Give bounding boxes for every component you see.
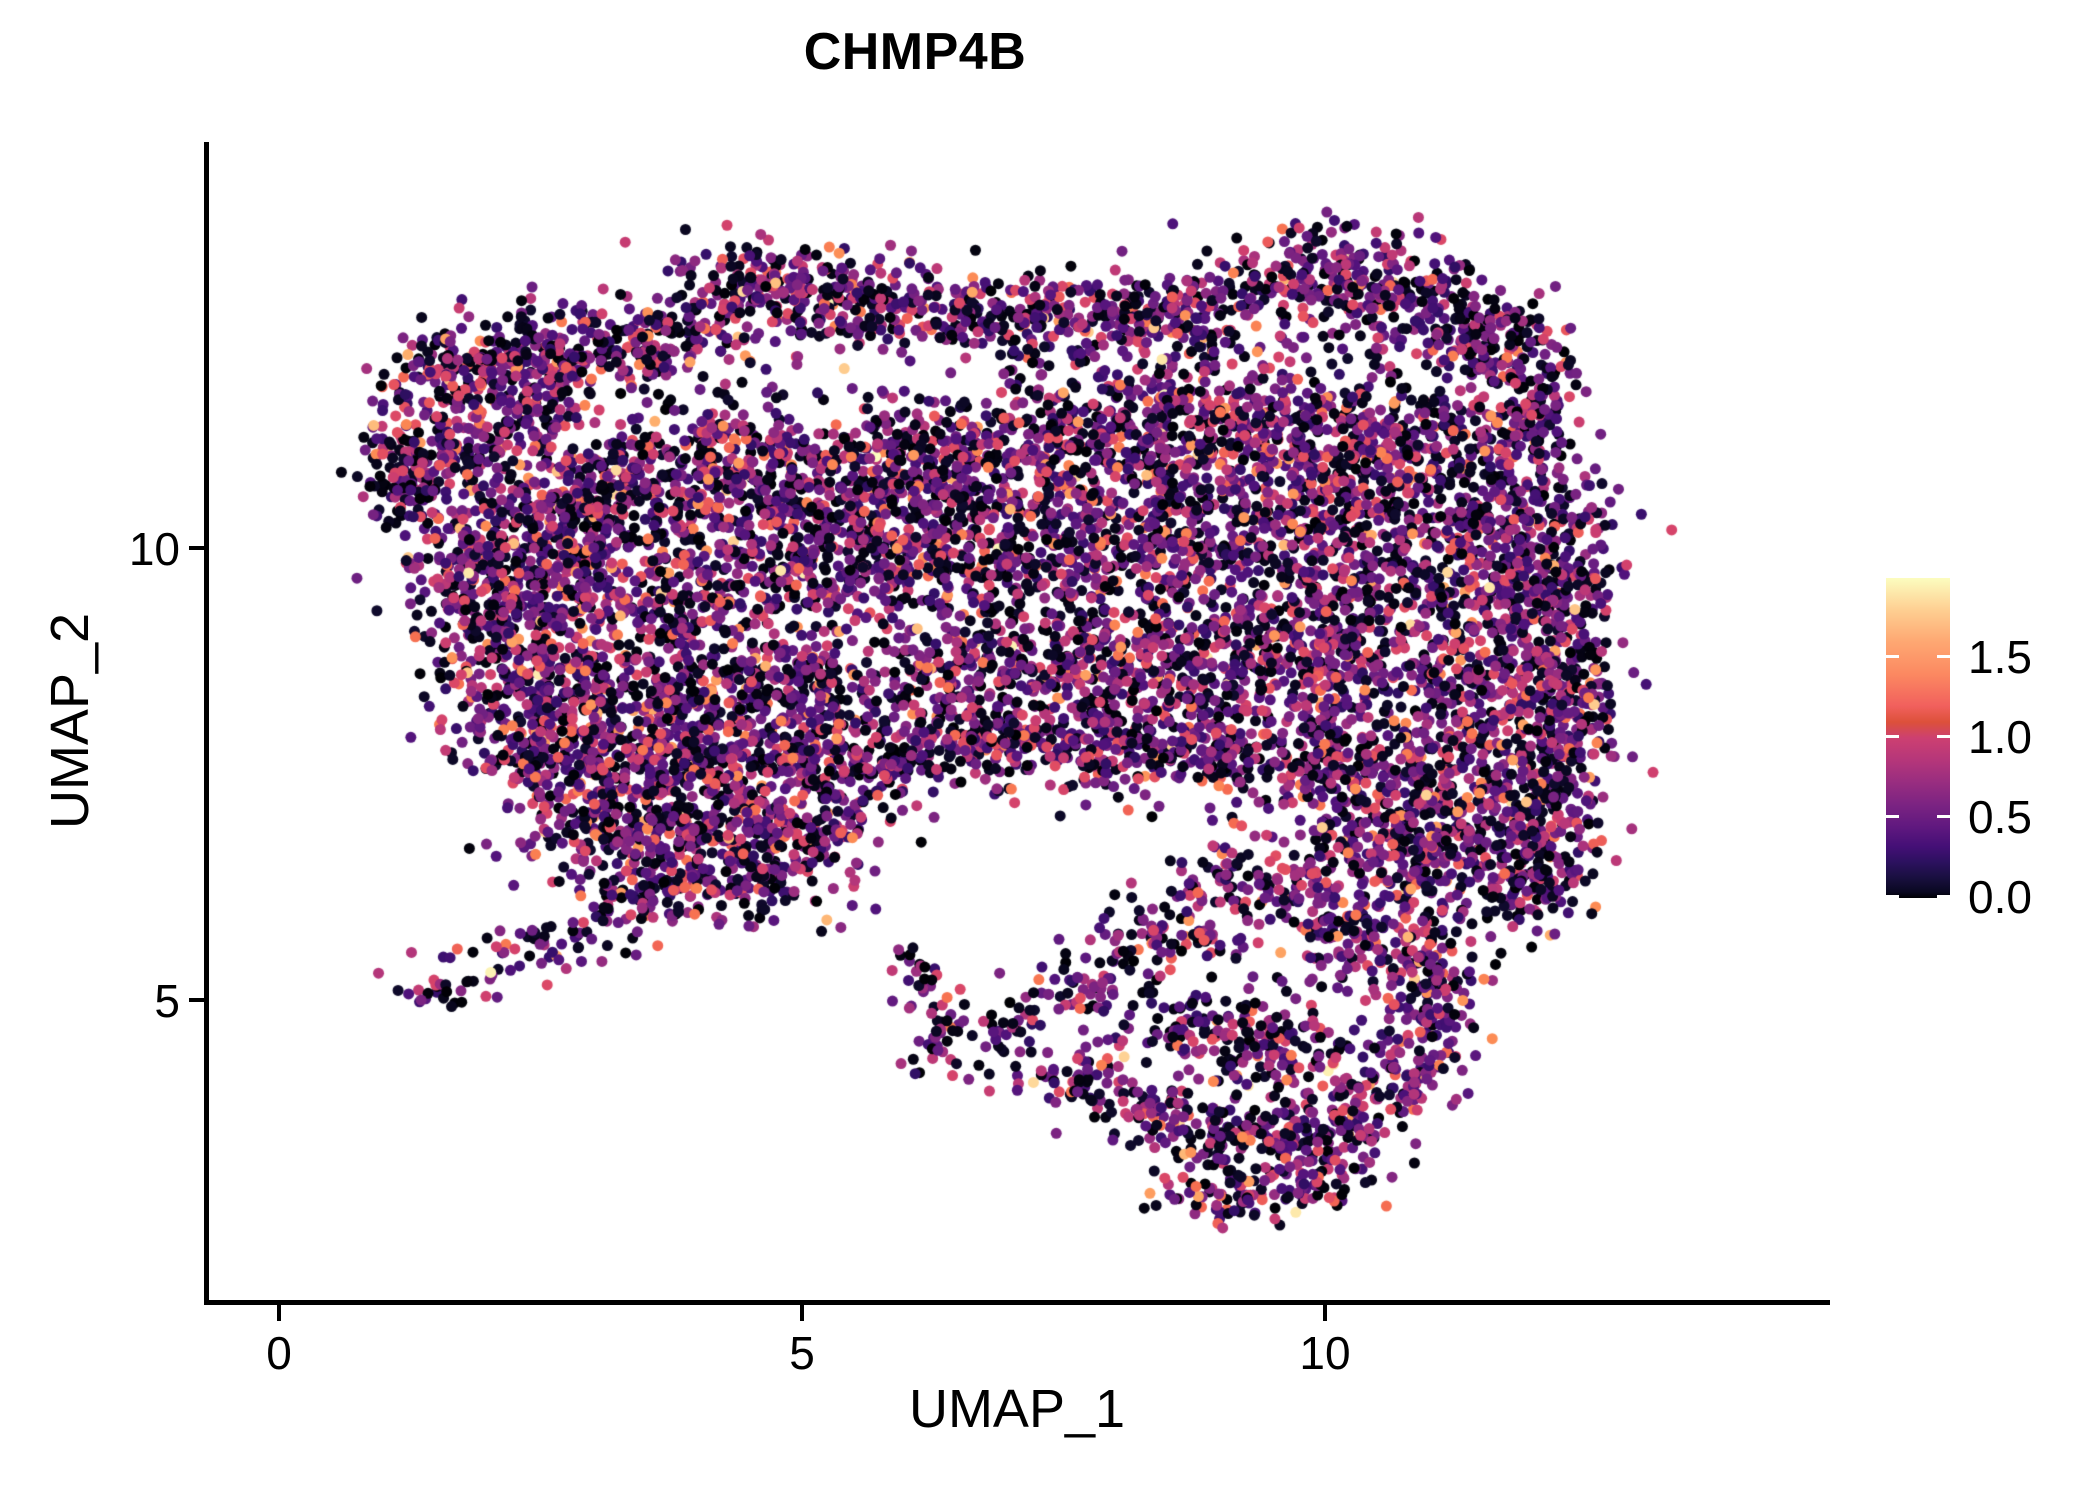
colorbar-tick-0.5-left: [1886, 815, 1899, 818]
colorbar-tick-0.0-left: [1886, 895, 1899, 898]
colorbar-tick-0.5-right: [1937, 815, 1950, 818]
colorbar-tick-1.0-left: [1886, 735, 1899, 738]
colorbar-legend: 1.5 1.0 0.5 0.0: [1886, 578, 2086, 923]
colorbar-tick-1.0-right: [1937, 735, 1950, 738]
y-tick-label-10: 10: [128, 523, 180, 575]
colorbar-tick-0.0-right: [1937, 895, 1950, 898]
colorbar-tick-1.5-left: [1886, 655, 1899, 658]
x-axis-spine: [204, 1300, 1830, 1305]
x-tick-mark-0: [277, 1305, 281, 1321]
y-tick-mark-5: [189, 998, 205, 1002]
colorbar-label-0.5: 0.5: [1968, 791, 2032, 843]
x-tick-mark-5: [800, 1305, 804, 1321]
page-title: CHMP4B: [803, 23, 1027, 81]
colorbar-label-1.5: 1.5: [1968, 631, 2032, 683]
y-axis-spine: [204, 142, 209, 1305]
y-axis-title: UMAP_2: [40, 612, 100, 830]
colorbar-gradient: [1886, 578, 1950, 898]
colorbar-tick-1.5-right: [1937, 655, 1950, 658]
scatter-points-canvas: [208, 142, 1830, 1302]
colorbar-label-0.0: 0.0: [1968, 871, 2032, 923]
x-tick-label-0: 0: [266, 1327, 292, 1379]
colorbar-label-1.0: 1.0: [1968, 711, 2032, 763]
y-tick-label-5: 5: [154, 975, 180, 1027]
x-tick-label-5: 5: [789, 1327, 815, 1379]
x-tick-label-10: 10: [1299, 1327, 1351, 1379]
scatter-plot-panel: [208, 142, 1830, 1302]
y-tick-mark-10: [189, 546, 205, 550]
x-tick-mark-10: [1323, 1305, 1327, 1321]
x-axis-title: UMAP_1: [908, 1379, 1126, 1439]
